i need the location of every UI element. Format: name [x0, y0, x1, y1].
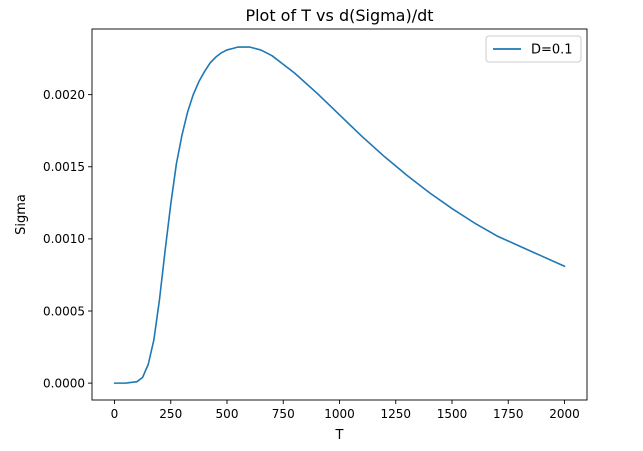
y-tick-label: 0.0015 [43, 160, 85, 174]
x-tick-label: 1750 [493, 407, 524, 421]
x-tick-label: 1000 [324, 407, 355, 421]
legend-box [485, 35, 582, 63]
y-tick-label: 0.0005 [43, 304, 85, 318]
x-axis: 0 250 500 750 1000 1250 1500 1750 2000 [111, 400, 580, 421]
x-tick-label: 500 [216, 407, 239, 421]
legend-label: D=0.1 [531, 43, 573, 58]
x-tick-label: 750 [272, 407, 295, 421]
x-tick-label: 1250 [380, 407, 411, 421]
y-tick-label: 0.0020 [43, 88, 85, 102]
x-tick-label: 1500 [437, 407, 468, 421]
chart-title: Plot of T vs d(Sigma)/dt [245, 6, 433, 25]
x-tick-label: 2000 [549, 407, 580, 421]
y-tick-label: 0.0010 [43, 232, 85, 246]
x-tick-label: 0 [111, 407, 119, 421]
series-line-0 [113, 46, 566, 384]
y-axis: 0.0000 0.0005 0.0010 0.0015 0.0020 [43, 88, 92, 390]
x-axis-label: T [335, 428, 344, 443]
x-tick-label: 250 [159, 407, 182, 421]
y-axis-label: Sigma [14, 194, 29, 235]
y-tick-label: 0.0000 [43, 376, 85, 390]
chart-legend: D=0.1 [485, 35, 582, 63]
